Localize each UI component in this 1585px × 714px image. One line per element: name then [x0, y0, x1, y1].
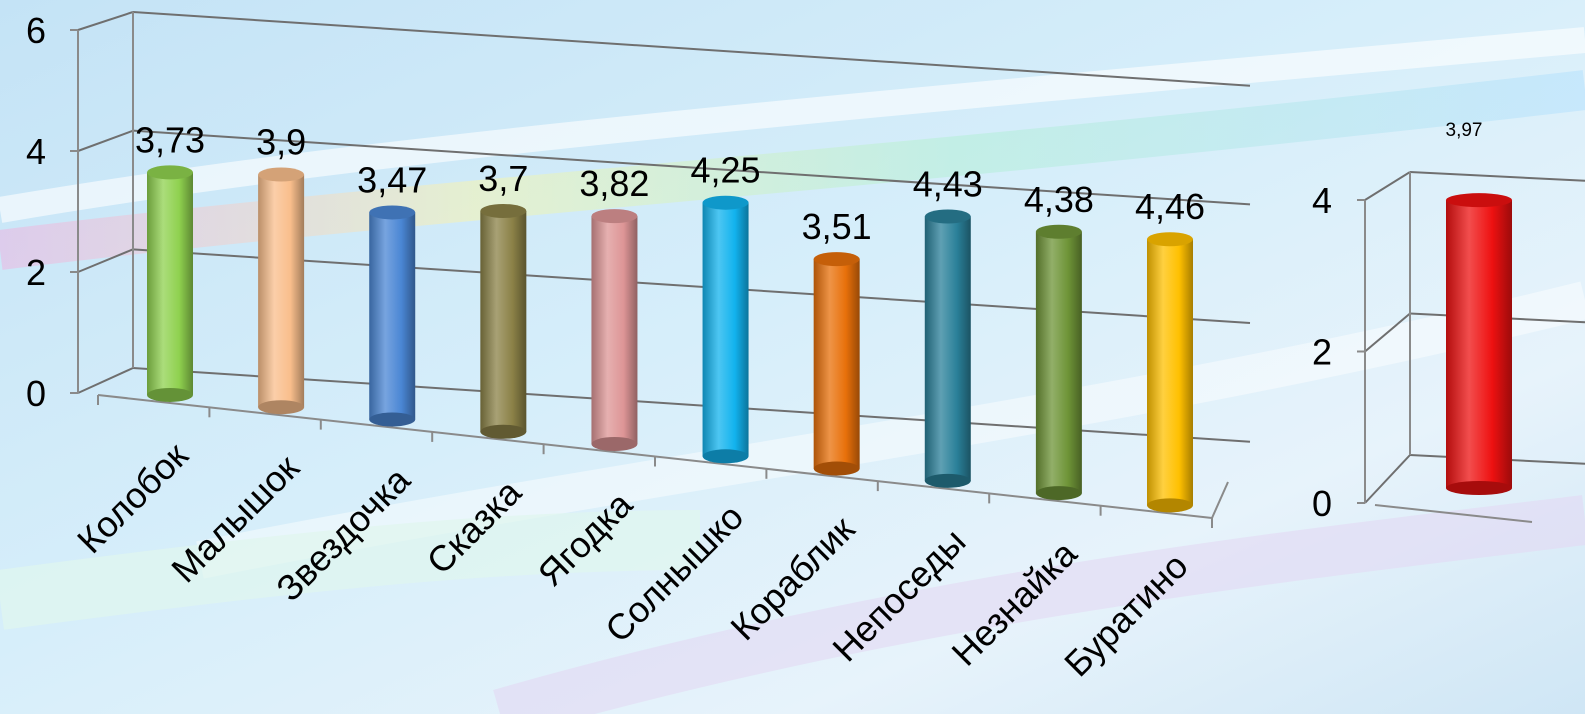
- main-chart-bars: [147, 165, 1193, 513]
- data-label: 3,73: [135, 119, 205, 160]
- y-tick-label: 0: [26, 373, 46, 414]
- data-label: 3,9: [256, 122, 306, 163]
- bar-8: [1035, 224, 1082, 501]
- gridline-side: [77, 129, 134, 152]
- bar-6: [813, 252, 860, 476]
- floor-right-edge: [1211, 481, 1229, 519]
- data-label: 3,47: [357, 159, 427, 200]
- gridline-back: [132, 129, 1251, 206]
- bar-4: [591, 209, 638, 452]
- data-label: 4,46: [1135, 186, 1205, 227]
- average-chart-bars: [1446, 193, 1512, 495]
- data-label: 3,7: [478, 158, 528, 199]
- data-label: 3,51: [802, 206, 872, 247]
- bar-0: [147, 165, 193, 402]
- x-axis: [1374, 504, 1533, 523]
- data-label: 4,38: [1024, 179, 1094, 220]
- bar-5: [702, 195, 749, 464]
- data-label: 4,43: [913, 164, 983, 205]
- average-chart-data-labels: 3,97: [1446, 120, 1483, 141]
- main-chart-y-ticks: 0 2 4 6: [26, 10, 78, 414]
- bar-3: [480, 203, 527, 439]
- gridline-side: [1364, 171, 1411, 201]
- y-tick-label: 6: [26, 10, 46, 51]
- gridline-side: [1364, 312, 1411, 353]
- gridline-side: [77, 11, 134, 31]
- y-tick-label: 2: [26, 252, 46, 293]
- gridline-side: [77, 367, 134, 394]
- average-bar: [1446, 193, 1512, 495]
- y-tick-label: 2: [1312, 332, 1332, 373]
- y-tick-label: 0: [1312, 483, 1332, 524]
- gridline-side: [77, 248, 134, 273]
- average-chart-y-ticks: 0 2 4: [1312, 180, 1365, 524]
- y-tick-label: 4: [26, 131, 46, 172]
- average-data-label: 3,97: [1446, 120, 1483, 141]
- y-tick-label: 4: [1312, 180, 1332, 221]
- data-label: 3,82: [579, 163, 649, 204]
- main-chart-data-labels: 3,73 3,9 3,47 3,7 3,82 4,25 3,51 4,43 4,38 4,46: [135, 119, 1205, 247]
- bar-1: [258, 167, 305, 415]
- main-chart-axes: [77, 12, 1229, 528]
- gridline-back: [1409, 171, 1585, 182]
- gridline-side: [1364, 454, 1411, 504]
- data-label: 4,25: [691, 150, 761, 191]
- bar-2: [369, 205, 416, 427]
- gridline-back: [132, 11, 1251, 87]
- bar-9: [1147, 232, 1193, 513]
- bar-7: [924, 209, 971, 488]
